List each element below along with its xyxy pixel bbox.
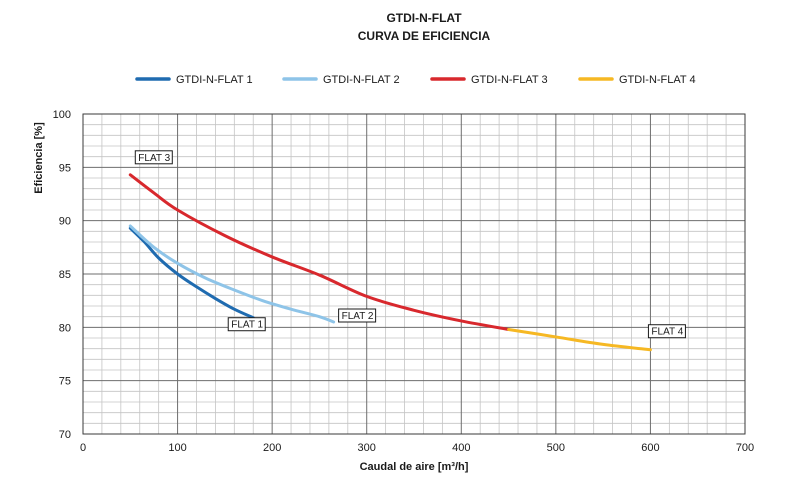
x-tick-label: 500 (547, 442, 565, 454)
y-tick-label: 70 (59, 429, 71, 441)
x-tick-label: 100 (168, 442, 186, 454)
x-tick-label: 300 (358, 442, 376, 454)
x-axis-label: Caudal de aire [m³/h] (360, 461, 469, 473)
x-tick-label: 700 (736, 442, 754, 454)
flat-label-2: FLAT 2 (338, 308, 377, 323)
x-tick-label: 600 (641, 442, 659, 454)
legend-label-1: GTDI-N-FLAT 1 (176, 74, 253, 86)
plot-frame (82, 113, 746, 435)
flat-label-text: FLAT 3 (138, 153, 170, 164)
flat-labels: FLAT 1 FLAT 2 FLAT 3 FLAT 4 (134, 150, 686, 339)
legend-label-2: GTDI-N-FLAT 2 (323, 74, 400, 86)
flat-label-box (338, 308, 377, 323)
flat-label-text: FLAT 4 (651, 327, 683, 338)
y-axis-label: Eficiencia [%] (33, 122, 45, 194)
y-tick-label: 90 (59, 216, 71, 228)
flat-label-4: FLAT 4 (647, 324, 686, 339)
series-line-4 (507, 327, 652, 352)
series-line-1 (128, 226, 255, 320)
series-line-3 (128, 173, 511, 331)
flat-label-box (134, 150, 173, 165)
flat-label-text: FLAT 1 (231, 320, 263, 331)
flat-label-3: FLAT 3 (134, 150, 173, 165)
series-layer (128, 173, 652, 352)
chart-title: GTDI-N-FLAT (386, 11, 462, 25)
legend-label-4: GTDI-N-FLAT 4 (619, 74, 696, 86)
flat-label-box (647, 324, 686, 339)
flat-label-1: FLAT 1 (227, 317, 266, 332)
chart-subtitle: CURVA DE EFICIENCIA (358, 29, 491, 43)
y-tick-label: 85 (59, 269, 71, 281)
y-tick-label: 80 (59, 322, 71, 334)
y-tick-labels: 70 75 80 85 90 95 100 (53, 109, 71, 441)
y-tick-label: 95 (59, 162, 71, 174)
flat-label-box (227, 317, 266, 332)
y-tick-label: 100 (53, 109, 71, 121)
x-tick-label: 0 (80, 442, 86, 454)
x-tick-label: 200 (263, 442, 281, 454)
legend: GTDI-N-FLAT 1 GTDI-N-FLAT 2 GTDI-N-FLAT 3 G… (135, 74, 696, 86)
series-line-2 (128, 224, 336, 324)
legend-label-3: GTDI-N-FLAT 3 (471, 74, 548, 86)
x-tick-labels: 0 100 200 300 400 500 600 700 (80, 442, 754, 454)
flat-label-text: FLAT 2 (342, 311, 374, 322)
y-tick-label: 75 (59, 376, 71, 388)
x-tick-label: 400 (452, 442, 470, 454)
